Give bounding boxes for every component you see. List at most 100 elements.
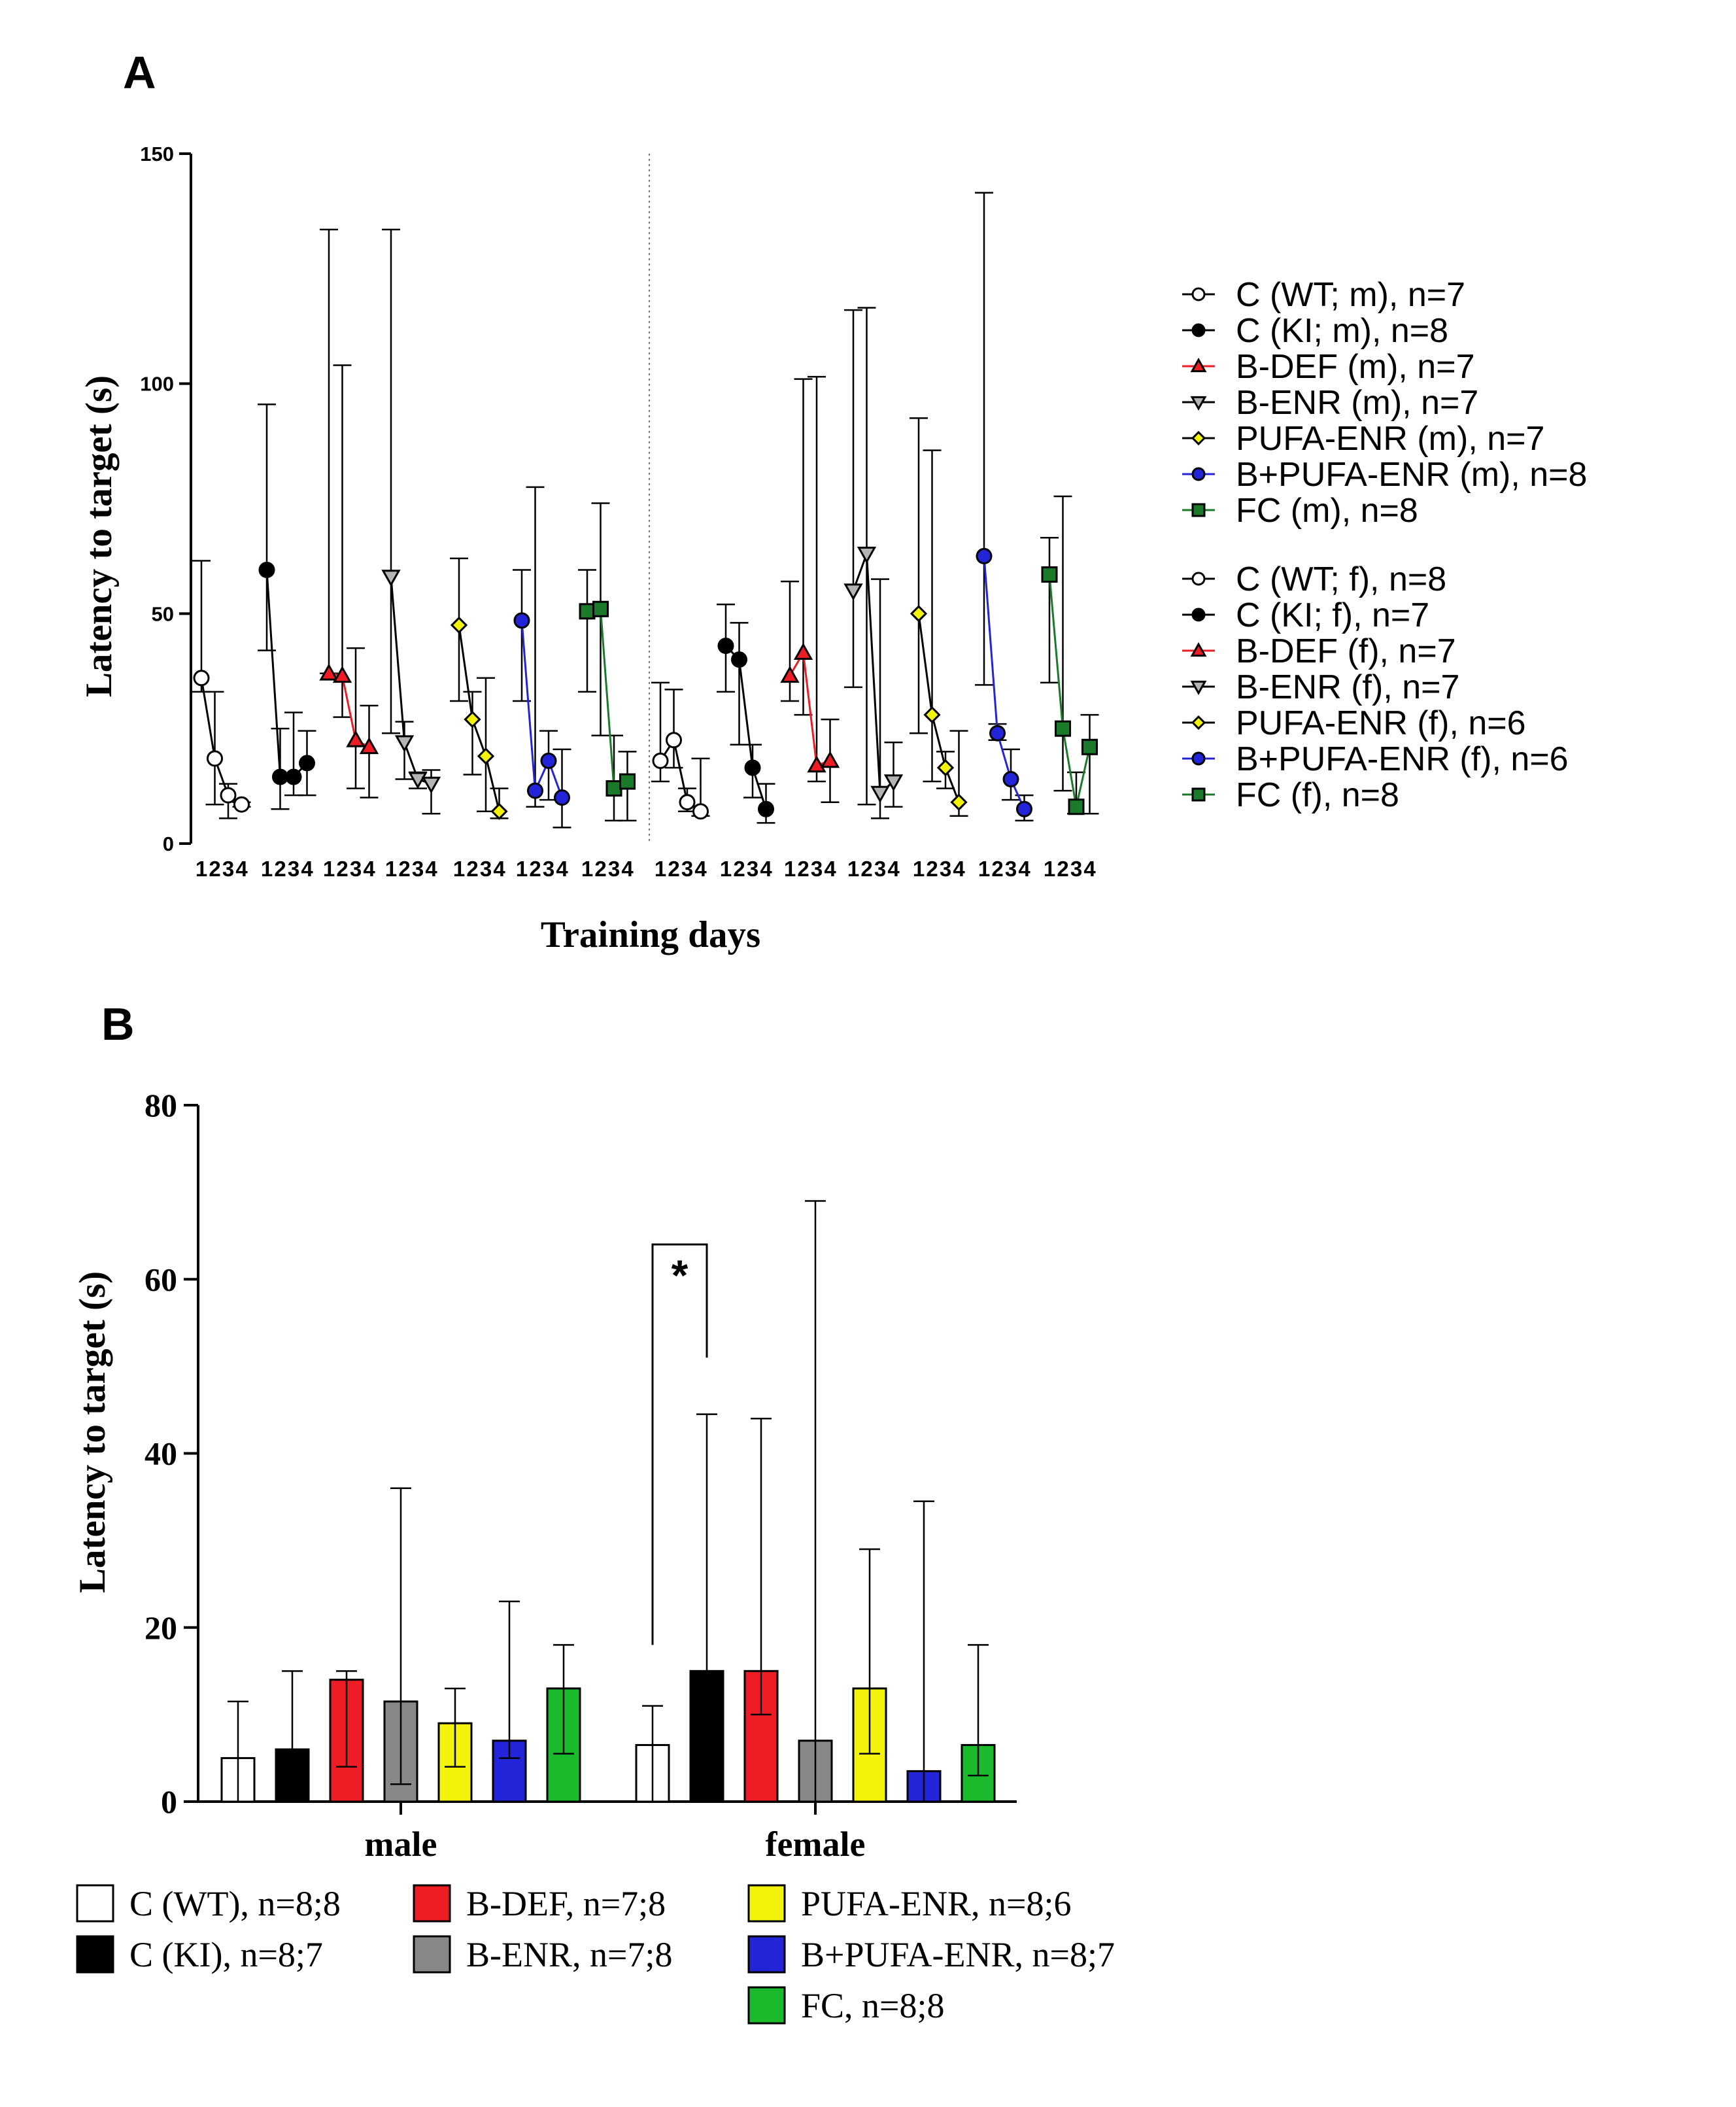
chart-a-legend-label-8: C (KI; f), n=7 (1236, 596, 1429, 634)
chart-a-point-2-1 (332, 666, 352, 683)
chart-a-day-label-5-2: 3 (543, 857, 554, 881)
chart-b-legend-swatch-4 (747, 1884, 786, 1923)
chart-a-point-12-1 (989, 725, 1006, 742)
chart-b-ytick-label-1: 20 (145, 1609, 177, 1646)
chart-a-day-label-7-1: 2 (668, 857, 679, 881)
chart-a-day-label-13-1: 2 (1057, 857, 1068, 881)
chart-a-point-1-3 (299, 755, 315, 772)
chart-a-day-label-4-2: 3 (480, 857, 492, 881)
chart-a-point-12-2 (1002, 771, 1019, 788)
chart-a-ylabel: Latency to target (s) (78, 375, 120, 697)
chart-a-day-label-3-2: 3 (412, 857, 424, 881)
chart-a-line-12 (983, 556, 1025, 810)
chart-b-legend-swatch-0 (76, 1884, 114, 1923)
chart-a-day-label-5-3: 4 (556, 857, 568, 881)
chart-a-line-9 (789, 649, 830, 767)
chart-a-point-6-0 (579, 603, 596, 620)
chart-a-point-8-1 (731, 651, 747, 668)
chart-b-legend: C (WT), n=8;8 C (KI), n=8;7 B-DEF, n=7;8 B-… (76, 1884, 1115, 2025)
chart-a-day-label-11-2: 3 (940, 857, 951, 881)
chart-a-point-11-2 (936, 759, 955, 777)
chart-a-point-11-3 (950, 793, 968, 811)
chart-a-point-6-1 (592, 600, 609, 617)
chart-b-ytick-label-2: 40 (145, 1435, 177, 1472)
chart-a-day-label-2-3: 4 (363, 857, 375, 881)
chart-a-day-label-10-1: 2 (860, 857, 872, 881)
chart-a-day-label-12-3: 4 (1018, 857, 1030, 881)
chart-a-point-8-3 (758, 800, 774, 817)
chart-a-day-label-9-3: 4 (824, 857, 836, 881)
chart-a-legend-label-7: C (WT; f), n=8 (1236, 560, 1446, 598)
chart-a-point-9-2 (807, 755, 826, 773)
chart-a-point-1-2 (285, 768, 302, 785)
chart-a-day-label-8-2: 3 (747, 857, 758, 881)
chart-a-day-label-12-1: 2 (991, 857, 1003, 881)
chart-a-day-label-6-3: 4 (621, 857, 634, 881)
chart-a-point-7-0 (652, 752, 669, 769)
chart-a-point-7-3 (692, 803, 709, 820)
chart-a-point-5-3 (554, 789, 570, 806)
chart-b-bar-group-6-0 (546, 1644, 581, 1803)
chart-a-point-11-1 (923, 706, 941, 724)
chart-a-point-7-1 (666, 732, 682, 749)
chart-a-point-13-1 (1055, 720, 1071, 737)
chart-a-point-3-2 (408, 772, 428, 789)
chart-a-point-6-2 (605, 780, 622, 797)
chart-a-point-8-2 (744, 759, 761, 776)
chart-b-category-label-1: female (766, 1824, 866, 1864)
chart-a-legend-marker-4 (1191, 430, 1206, 446)
chart-a-legend-label-9: B-DEF (f), n=7 (1236, 632, 1456, 670)
chart-a-day-label-13-2: 3 (1070, 857, 1082, 881)
chart-b-legend-label-4: PUFA-ENR, n=8;6 (801, 1884, 1072, 1923)
chart-a-legend-marker-6 (1191, 503, 1206, 517)
chart-a-day-label-9-1: 2 (797, 857, 809, 881)
chart-a-legend-marker-3 (1190, 396, 1207, 411)
chart-a-point-4-3 (490, 802, 508, 820)
chart-a-day-label-7-0: 1 (655, 857, 666, 881)
chart-a-legend-marker-5 (1191, 467, 1206, 481)
chart-a-point-0-1 (207, 750, 223, 767)
chart-b-ylabel: Latency to target (s) (72, 1271, 113, 1593)
chart-a-point-2-0 (319, 663, 339, 681)
chart-a-legend-label-13: FC (f), n=8 (1236, 776, 1399, 814)
chart-a-point-9-0 (780, 666, 800, 683)
chart-a-legend-label-1: C (KI; m), n=8 (1236, 312, 1448, 350)
chart-a-xlabel: Training days (541, 914, 760, 955)
chart-b-bar-group-3-1 (798, 1200, 833, 1803)
chart-a-day-label-10-0: 1 (847, 857, 859, 881)
chart-a-point-9-1 (793, 642, 813, 660)
chart-a-point-13-2 (1068, 798, 1085, 815)
chart-b-bar-group-5-0 (492, 1600, 527, 1803)
chart-a-point-10-1 (857, 547, 877, 564)
chart-a-day-label-11-3: 4 (953, 857, 965, 881)
chart-a-legend-label-4: PUFA-ENR (m), n=7 (1236, 420, 1544, 458)
chart-a-point-2-3 (359, 737, 379, 755)
chart-a-point-1-1 (272, 768, 288, 785)
chart-b-legend-label-5: B+PUFA-ENR, n=8;7 (801, 1935, 1115, 1974)
chart-a-day-label-4-0: 1 (453, 857, 465, 881)
chart-b-legend-label-6: FC, n=8;8 (801, 1986, 945, 2025)
chart-a-day-label-3-0: 1 (385, 857, 397, 881)
chart-b-bar-group-2-1 (743, 1418, 779, 1803)
chart-a-point-9-3 (820, 751, 840, 768)
chart-a-legend-marker-1 (1191, 323, 1206, 337)
chart-a-day-label-4-3: 4 (493, 857, 505, 881)
chart-a-point-10-0 (843, 583, 863, 601)
chart-a-legend-label-12: B+PUFA-ENR (f), n=6 (1236, 740, 1569, 778)
chart-a-ytick-label-3: 150 (140, 143, 174, 165)
chart-a-day-label-5-1: 2 (529, 857, 541, 881)
chart-b-legend-label-3: B-ENR, n=7;8 (466, 1935, 672, 1974)
chart-a-legend-label-3: B-ENR (m), n=7 (1236, 384, 1478, 422)
chart-b-bar-group-6-1 (961, 1644, 996, 1803)
chart-b-ytick-label-4: 80 (145, 1087, 177, 1123)
chart-a-day-label-1-0: 1 (261, 857, 273, 881)
chart-a-point-11-0 (910, 605, 928, 623)
chart-a-point-10-2 (870, 785, 890, 803)
